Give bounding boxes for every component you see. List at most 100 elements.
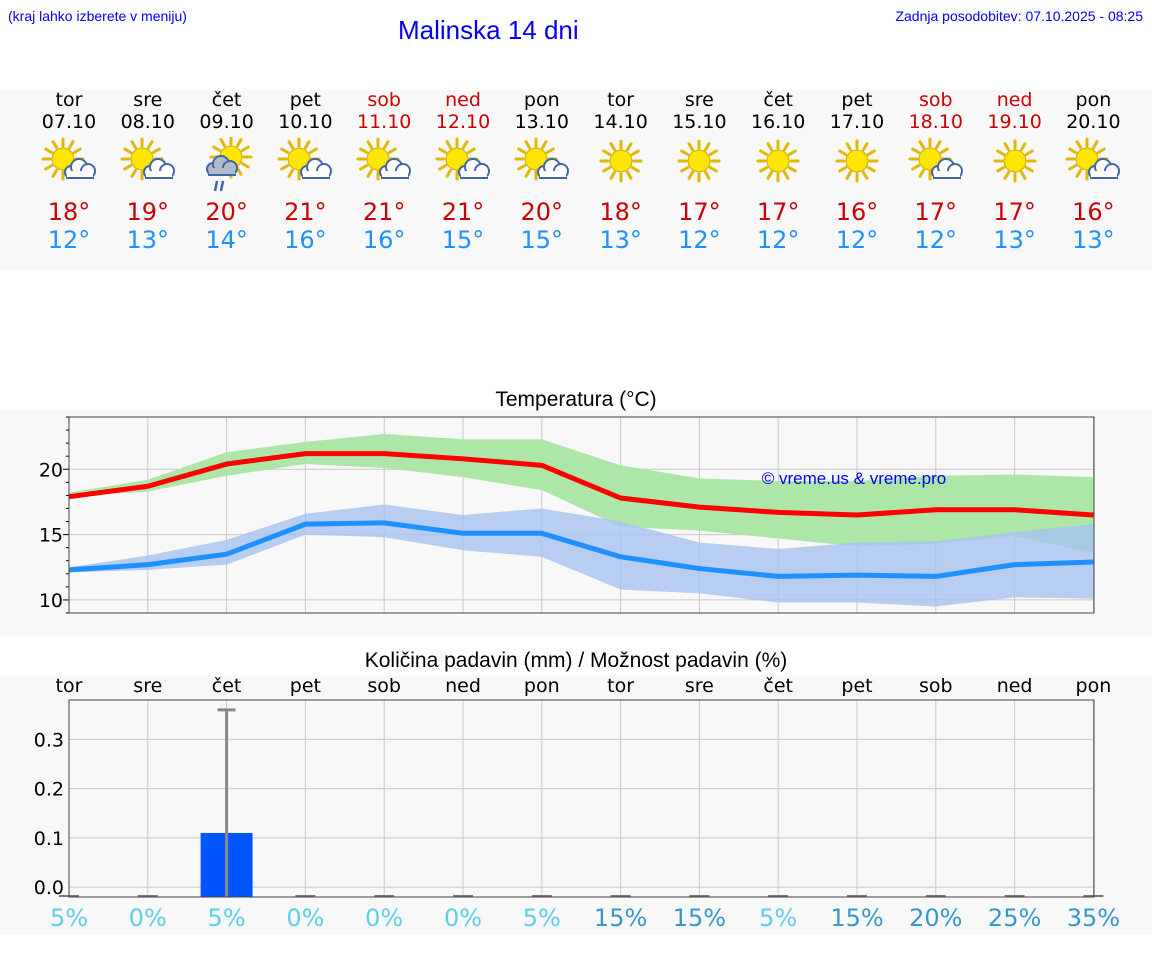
- max-temp-line-point: [777, 511, 779, 513]
- day-name: ned: [445, 89, 481, 111]
- sun-icon: [599, 139, 643, 183]
- max-temp-line-point: [698, 506, 700, 508]
- precip-day-label: ned: [996, 675, 1033, 697]
- precip-probability: 0%: [443, 904, 483, 932]
- min-temp-line-point: [226, 553, 228, 555]
- precip-probability: 0%: [365, 904, 404, 932]
- watermark: © vreme.us & vreme.pro: [762, 469, 946, 488]
- sun-icon: [993, 139, 1037, 183]
- day-name: sob: [367, 89, 401, 111]
- day-date: 17.10: [829, 111, 885, 133]
- sun-cloud-icon: [435, 137, 490, 181]
- max-temp-line-point: [462, 458, 464, 460]
- temp-max: 17°: [914, 198, 958, 226]
- day-name: sob: [919, 89, 953, 111]
- temp-max: 21°: [362, 198, 406, 226]
- cloud-icon: [930, 158, 963, 179]
- sun-icon: [756, 139, 800, 183]
- day-name: ned: [996, 89, 1033, 111]
- day-name: pon: [523, 89, 560, 111]
- sun-icon: [677, 139, 721, 183]
- sun-cloud-icon: [277, 137, 333, 181]
- max-temp-line-point: [935, 509, 937, 511]
- sun-cloud-icon: [908, 137, 963, 181]
- sun-icon: [435, 137, 479, 181]
- temperature-y-tick-label: 10: [39, 590, 63, 612]
- precip-day-label: sob: [919, 675, 953, 697]
- temp-min: 13°: [599, 226, 642, 254]
- precip-day-label: tor: [607, 675, 635, 697]
- precip-plot-frame: [68, 699, 1095, 898]
- day-date: 16.10: [750, 111, 806, 133]
- max-temp-line-point: [226, 463, 228, 465]
- precip-day-label: tor: [55, 675, 83, 697]
- min-temp-line-point: [698, 568, 700, 570]
- precip-chart-title: Količina padavin (mm) / Možnost padavin …: [364, 649, 788, 672]
- precip-day-label: sre: [684, 675, 714, 697]
- temp-min: 12°: [756, 226, 800, 254]
- precip-probability: 15%: [830, 904, 884, 932]
- day-date: 07.10: [41, 111, 97, 133]
- max-temp-line-point: [147, 485, 149, 487]
- max-temp-line-point: [1014, 509, 1016, 511]
- rain-drops-icon: [213, 180, 224, 192]
- min-temp-line-point: [541, 532, 543, 534]
- temperature-y-tick-label: 20: [39, 459, 63, 481]
- day-name: pet: [289, 89, 321, 111]
- precip-probability: 15%: [672, 904, 727, 932]
- min-temp-line: [68, 520, 1094, 579]
- sun-cloud-icon: [356, 137, 412, 181]
- precip-probability: 20%: [909, 904, 963, 932]
- temp-max: 17°: [756, 198, 800, 226]
- min-temp-line-point: [462, 532, 464, 534]
- temp-min: 16°: [284, 226, 327, 254]
- sun-cloud-icon: [41, 137, 96, 181]
- sun-cloud-icon: [1065, 137, 1121, 181]
- precip-y-tick-label: 0.3: [34, 729, 64, 751]
- day-name: sre: [133, 89, 163, 111]
- sun-icon: [1065, 137, 1109, 181]
- day-date: 11.10: [356, 111, 412, 133]
- day-date: 20.10: [1066, 111, 1121, 133]
- day-date: 08.10: [120, 111, 175, 133]
- day-name: čet: [211, 89, 242, 111]
- precip-day-label: pet: [841, 675, 873, 697]
- forecast-band: [0, 90, 1152, 270]
- day-date: 14.10: [593, 111, 648, 133]
- precip-probability: 5%: [522, 904, 561, 932]
- day-date: 18.10: [908, 111, 963, 133]
- temp-max: 21°: [441, 198, 485, 226]
- min-temp-line-point: [147, 564, 149, 566]
- cloud-icon: [1088, 158, 1121, 179]
- day-name: tor: [55, 89, 83, 111]
- precip-probability: 5%: [759, 904, 798, 932]
- temperature-chart-title: Temperatura (°C): [495, 388, 657, 411]
- temp-min: 15°: [520, 226, 564, 254]
- precip-day-label: sre: [133, 675, 163, 697]
- temp-min: 12°: [678, 226, 721, 254]
- cloud-icon: [458, 158, 490, 179]
- precip-probability: 0%: [128, 904, 167, 932]
- precip-day-label: sob: [367, 675, 401, 697]
- temp-min: 14°: [205, 226, 248, 254]
- page-title: Malinska 14 dni: [398, 15, 579, 45]
- day-name: pon: [1075, 89, 1112, 111]
- temp-max: 17°: [993, 198, 1036, 226]
- min-temp-line-point: [383, 522, 385, 524]
- location-hint: (kraj lahko izberete v meniju): [8, 8, 187, 24]
- precip-y-tick-label: 0.1: [34, 828, 64, 850]
- temp-min: 16°: [362, 226, 406, 254]
- precip-y-tick-label: 0.2: [34, 779, 64, 801]
- temp-max: 16°: [1072, 198, 1115, 226]
- temp-max: 16°: [835, 198, 879, 226]
- sun-rain-cloud-icon: [205, 137, 253, 192]
- precip-probability: 25%: [987, 904, 1042, 932]
- sun-cloud-icon: [514, 137, 569, 181]
- day-date: 09.10: [199, 111, 254, 133]
- day-date: 15.10: [672, 111, 727, 133]
- precip-day-label: pon: [1075, 675, 1112, 697]
- sun-icon: [677, 139, 721, 183]
- day-date: 19.10: [987, 111, 1042, 133]
